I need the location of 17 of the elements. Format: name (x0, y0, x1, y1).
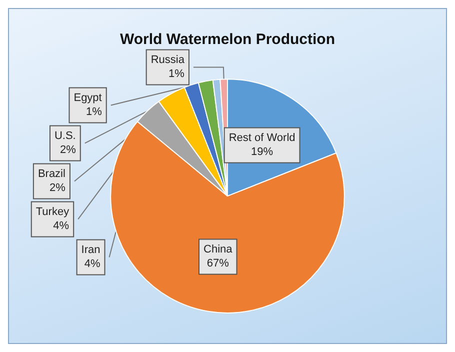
slice-label: Turkey (36, 206, 70, 218)
slice-label: Egypt (74, 92, 102, 104)
data-label: 4% (84, 258, 100, 270)
slice-label: U.S. (54, 130, 76, 142)
data-label: 4% (53, 220, 70, 232)
data-label: 67% (206, 258, 230, 270)
data-label: 1% (168, 68, 185, 80)
slice-label: Rest of World (228, 132, 296, 144)
chart-title: World Watermelon Production (120, 31, 336, 48)
slice-label: Iran (81, 244, 100, 256)
data-label: 1% (86, 106, 102, 118)
slice-label: China (204, 244, 234, 256)
data-label: 2% (60, 144, 76, 156)
data-label: 2% (50, 182, 66, 194)
slice-label: Brazil (38, 168, 66, 180)
data-label: 19% (251, 146, 274, 158)
slice-label: Russia (150, 54, 186, 66)
